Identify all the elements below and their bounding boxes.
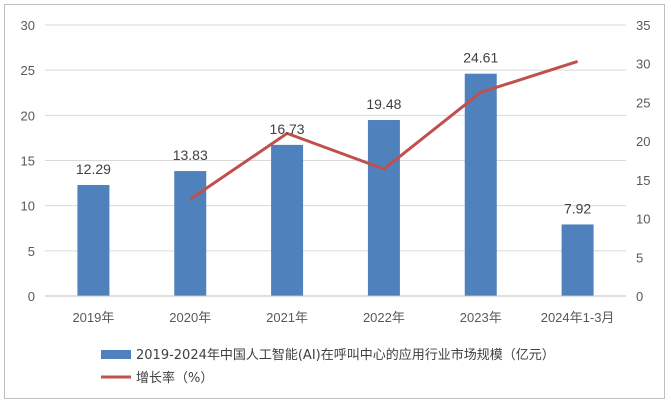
right-tick-label: 15: [636, 173, 650, 188]
growth-line: [189, 59, 579, 201]
bar-data-label: 19.48: [366, 96, 401, 112]
left-tick-label: 0: [28, 289, 35, 304]
right-tick-label: 5: [636, 250, 643, 265]
left-tick-label: 25: [21, 63, 35, 78]
bar-data-label: 16.73: [270, 121, 305, 137]
data-labels: 12.29 13.83 16.73 19.48 24.61 7.92: [76, 50, 592, 217]
legend: 2019-2024年中国人工智能(AI)在呼叫中心的应用行业市场规模（亿元） 增…: [101, 347, 555, 386]
bar: [561, 224, 594, 296]
right-tick-label: 10: [636, 212, 650, 227]
growth-line-series: [189, 59, 579, 201]
left-tick-label: 5: [28, 244, 35, 259]
legend-bar-swatch: [101, 350, 131, 359]
x-tick-label: 2023年: [460, 310, 502, 325]
bar-data-label: 24.61: [463, 50, 498, 66]
chart-frame: 0 5 10 15 20 25 30 0 5 10 15 20 25 30 35 12.29 13.83 16…: [4, 4, 665, 399]
chart-svg: 0 5 10 15 20 25 30 0 5 10 15 20 25 30 35 12.29 13.83 16…: [21, 18, 651, 386]
left-tick-label: 30: [21, 18, 35, 33]
x-tick-label: 2020年: [169, 310, 211, 325]
right-tick-label: 20: [636, 134, 650, 149]
bar-data-label: 12.29: [76, 161, 111, 177]
left-y-axis: 0 5 10 15 20 25 30: [21, 18, 35, 304]
bar-data-label: 13.83: [173, 147, 208, 163]
right-tick-label: 0: [636, 289, 643, 304]
left-tick-label: 15: [21, 154, 35, 169]
x-tick-label: 2021年: [266, 310, 308, 325]
bar-series: [77, 73, 594, 296]
right-tick-label: 25: [636, 95, 650, 110]
right-tick-label: 30: [636, 57, 650, 72]
bar: [464, 73, 497, 296]
x-tick-label: 2022年: [363, 310, 405, 325]
left-tick-label: 20: [21, 108, 35, 123]
gridlines: [45, 24, 626, 252]
bar-data-label: 7.92: [564, 200, 591, 216]
bar: [367, 120, 400, 296]
legend-line-label: 增长率（%）: [136, 370, 213, 386]
x-tick-label: 2019年: [72, 310, 114, 325]
bar: [77, 184, 110, 296]
x-tick-label: 2024年1-3月: [541, 310, 615, 325]
legend-bar-label: 2019-2024年中国人工智能(AI)在呼叫中心的应用行业市场规模（亿元）: [136, 347, 555, 363]
right-tick-label: 35: [636, 18, 650, 33]
x-axis: 2019年 2020年 2021年 2022年 2023年 2024年1-3月: [45, 295, 626, 325]
bar: [271, 144, 304, 296]
right-y-axis: 0 5 10 15 20 25 30 35: [636, 18, 650, 304]
left-tick-label: 10: [21, 199, 35, 214]
